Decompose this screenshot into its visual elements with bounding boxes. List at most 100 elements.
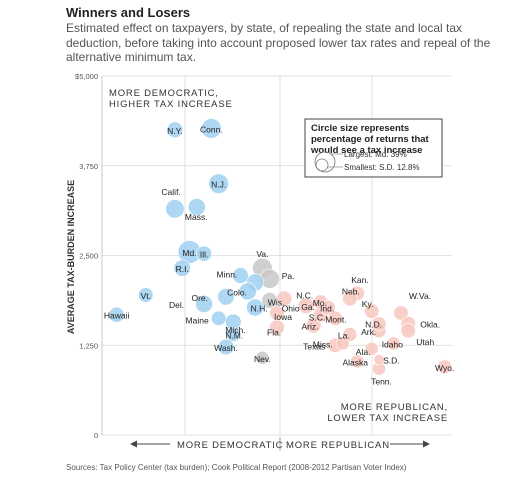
corner-label-top-left-1: MORE DEMOCRATIC, xyxy=(109,88,219,99)
x-axis-right-arrow-head xyxy=(423,440,430,448)
state-bubble xyxy=(350,354,365,369)
state-bubble xyxy=(246,298,265,317)
state-bubble xyxy=(173,259,191,277)
state-label: W.Va. xyxy=(409,291,431,301)
state-bubble xyxy=(371,316,387,332)
state-bubble xyxy=(138,287,154,303)
corner-label-bottom-right-2: LOWER TAX INCREASE xyxy=(327,413,448,424)
state-bubble xyxy=(320,299,336,316)
state-label: Mont. xyxy=(325,314,346,324)
state-bubble xyxy=(232,267,249,284)
state-label: S.C. xyxy=(309,313,326,323)
state-label: Miss. xyxy=(313,340,333,350)
state-bubble xyxy=(400,323,416,339)
state-bubble xyxy=(201,118,222,139)
state-bubble xyxy=(437,359,453,375)
state-label: Wyo. xyxy=(435,363,454,373)
state-bubble xyxy=(225,327,241,342)
state-label: N.Y. xyxy=(167,126,182,136)
legend-line-3: would see a tax increase xyxy=(310,145,422,156)
legend-small-circle-icon xyxy=(315,158,329,172)
state-label: Mass. xyxy=(185,212,208,222)
state-bubble xyxy=(195,295,213,313)
state-label: Nev. xyxy=(254,354,271,364)
state-label: Iowa xyxy=(274,312,292,322)
legend: Circle size represents percentage of ret… xyxy=(304,118,443,178)
y-tick-label: $5,000 xyxy=(75,72,98,81)
state-label: Okla. xyxy=(420,320,440,330)
y-tick-label: 2,500 xyxy=(79,252,98,261)
state-label: Mich. xyxy=(225,325,245,335)
state-label: Va. xyxy=(256,249,268,259)
state-label: Ky. xyxy=(362,299,374,309)
legend-large-circle-icon xyxy=(314,151,336,173)
state-bubble xyxy=(211,310,227,326)
state-bubble xyxy=(187,198,206,216)
x-axis-right-label: MORE REPUBLICAN xyxy=(286,440,390,451)
state-bubble xyxy=(386,336,401,351)
state-label: N.C. xyxy=(296,291,313,301)
x-axis-left-label: MORE DEMOCRATIC xyxy=(177,440,283,451)
state-label: Fla. xyxy=(267,327,281,337)
state-label: N.M. xyxy=(225,331,243,341)
state-label: Hawaii xyxy=(104,311,130,321)
state-label: Ohio xyxy=(282,303,300,313)
state-label: Idaho xyxy=(382,340,404,350)
state-label: Ind. xyxy=(320,304,334,314)
state-label: Texas xyxy=(303,341,325,351)
state-label: Mo. xyxy=(313,298,327,308)
state-label: Pa. xyxy=(282,271,295,281)
state-bubble xyxy=(364,341,379,356)
state-bubble xyxy=(196,245,212,262)
state-label: Colo. xyxy=(227,287,247,297)
legend-largest: Largest: Md. 39% xyxy=(344,150,407,159)
state-label: Vt. xyxy=(141,291,151,301)
state-bubble xyxy=(255,350,270,365)
x-axis-left-arrow-head xyxy=(130,440,137,448)
legend-line-2: percentage of returns that xyxy=(311,134,430,145)
corner-label-bottom-right-1: MORE REPUBLICAN, xyxy=(341,402,448,413)
labels-layer: N.Y. Conn. N.J. Calif. Mass. Md. Ill. R.I. Va. Mi… xyxy=(104,124,455,386)
state-label: Md. xyxy=(182,248,196,258)
state-bubble xyxy=(217,338,235,356)
state-bubble xyxy=(238,282,257,301)
legend-line-1: Circle size represents xyxy=(311,123,409,134)
state-label: Neb. xyxy=(342,287,360,297)
x-axis: MORE DEMOCRATIC MORE REPUBLICAN xyxy=(130,437,430,451)
y-tick-label: 1,250 xyxy=(79,341,98,350)
state-bubble xyxy=(269,305,285,321)
state-label: N.H. xyxy=(251,304,268,314)
source-note: Sources: Tax Policy Center (tax burden);… xyxy=(66,463,407,472)
state-label: Ark. xyxy=(361,327,376,337)
state-label: N.D. xyxy=(365,320,382,330)
state-bubble xyxy=(364,303,380,319)
state-bubble xyxy=(335,336,350,351)
state-label: Kan. xyxy=(351,275,369,285)
state-bubble xyxy=(305,317,322,334)
state-label: N.J. xyxy=(211,180,226,190)
y-axis-label: AVERAGE TAX-BURDEN INCREASE xyxy=(66,180,76,334)
state-bubble xyxy=(373,354,385,366)
state-bubble xyxy=(342,290,358,307)
state-label: Tenn. xyxy=(371,377,392,387)
state-bubble xyxy=(393,305,409,321)
points-layer xyxy=(108,118,453,376)
y-tick-label: 0 xyxy=(94,431,98,440)
chart-title: Winners and Losers xyxy=(66,5,191,20)
state-label: Alaska xyxy=(342,357,368,367)
state-label: Conn. xyxy=(200,124,223,134)
chart-subtitle: Estimated effect on taxpayers, by state,… xyxy=(66,21,491,64)
state-bubble xyxy=(217,288,235,306)
corner-label-top-left-2: HIGHER TAX INCREASE xyxy=(109,99,233,110)
state-bubble xyxy=(327,310,343,326)
state-label: Ga. xyxy=(301,302,315,312)
state-label: Wash. xyxy=(214,343,238,353)
state-label: Wis. xyxy=(268,297,285,307)
state-bubble xyxy=(166,121,184,139)
state-bubble xyxy=(276,290,293,307)
state-label: R.I. xyxy=(176,264,189,274)
legend-smallest: Smallest: S.D. 12.8% xyxy=(344,163,420,172)
state-label: Ariz. xyxy=(302,322,319,332)
state-label: Ill. xyxy=(200,250,209,260)
